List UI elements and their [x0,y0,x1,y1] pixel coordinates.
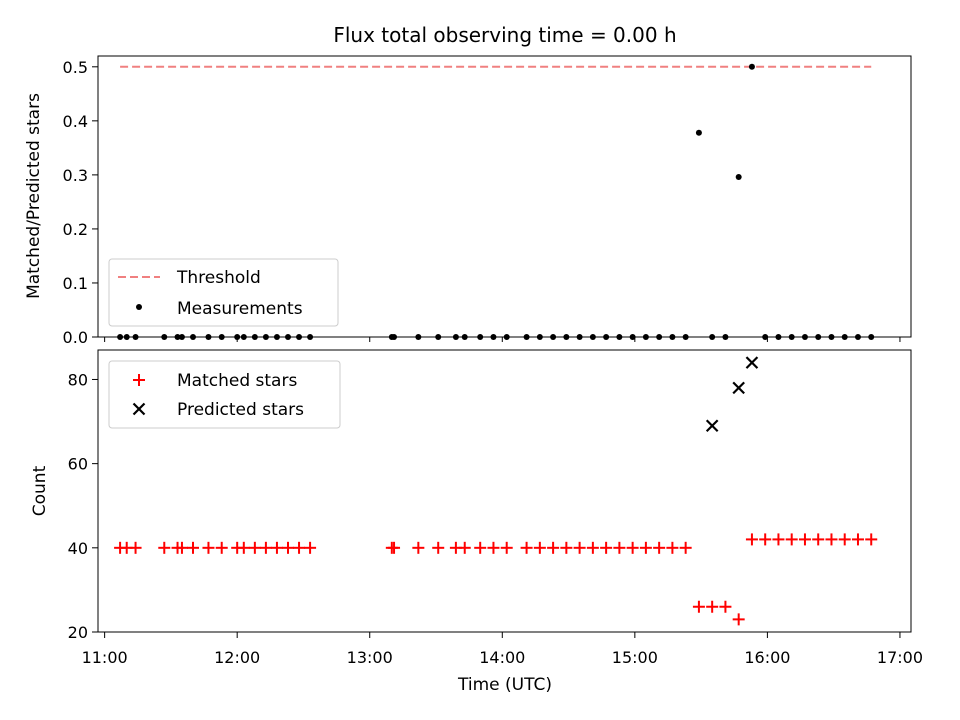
matched-star-point [520,541,533,554]
matched-star-point [500,541,513,554]
count-y-axis-label: Count [30,465,50,516]
matched-stars-legend-label: Matched stars [177,371,297,391]
count-legend-box [108,360,341,429]
measurement-point [695,129,702,136]
matched-star-point [851,533,864,546]
measurement-point [748,63,755,70]
measurement-point [735,174,742,181]
time-x-axis: 11:00 12:00 13:00 14:00 15:00 16:00 17:00 [82,632,923,667]
count-panel-frame [97,349,912,633]
matched-star-point [600,541,613,554]
matched-star-point [745,533,758,546]
matched-star-point [626,541,639,554]
measurement-points [117,63,875,340]
matched-star-point [215,541,228,554]
matched-star-point [186,541,199,554]
ratio-legend: Threshold Measurements [108,258,339,327]
measurements-legend-swatch [136,304,142,310]
matched-star-point [653,541,666,554]
count-y-tick-label: 80 [68,370,88,389]
ratio-y-tick-label: 0.1 [63,274,88,293]
ratio-y-tick-label: 0.0 [63,328,88,347]
predicted-stars-legend-swatch [132,402,146,416]
matched-star-point [248,541,261,554]
count-y-tick-label: 60 [68,455,88,474]
matched-star-point [759,533,772,546]
matched-star-point [666,541,679,554]
matched-star-point [175,541,188,554]
predicted-stars-legend-label: Predicted stars [177,400,304,420]
matched-star-point [732,613,745,626]
time-x-tick-label: 15:00 [612,648,658,667]
predicted-star-point [745,356,759,369]
matched-star-point [719,600,732,613]
matched-star-point [388,541,401,554]
ratio-y-axis: 0.0 0.1 0.2 0.3 0.4 0.5 [63,58,98,347]
ratio-y-tick-label: 0.5 [63,58,88,77]
matched-star-point [293,541,306,554]
time-x-tick-label: 13:00 [347,648,393,667]
chart-title: Flux total observing time = 0.00 h [333,23,676,47]
count-y-tick-label: 40 [68,539,88,558]
matched-star-point [412,541,425,554]
matched-star-point [158,541,171,554]
matched-star-point [237,541,250,554]
time-x-tick-label: 17:00 [877,648,923,667]
ratio-panel-frame [97,55,912,338]
predicted-star-point [705,419,719,433]
matched-star-point [129,541,142,554]
matched-star-point [838,533,851,546]
ratio-panel: 0.0 0.1 0.2 0.3 0.4 0.5 Matched/Predicted sta… [24,55,912,347]
ratio-y-axis-label: Matched/Predicted stars [24,93,44,299]
matched-star-point [706,600,719,613]
count-y-tick-label: 20 [68,623,88,642]
matched-star-point [560,541,573,554]
time-x-tick-label: 11:00 [82,648,128,667]
matched-star-point [825,533,838,546]
ratio-legend-box [108,258,339,327]
predicted-stars-legend-marker [132,402,146,416]
matched-star-point [281,541,294,554]
matched-star-point [487,541,500,554]
predicted-star-point [732,381,745,395]
matched-stars-legend-swatch [133,374,145,386]
time-x-axis-label: Time (UTC) [457,675,552,695]
matched-stars-points [114,533,878,626]
matched-star-point [573,541,586,554]
matched-star-point [533,541,546,554]
measurements-legend-label: Measurements [177,299,303,319]
predicted-stars-points [705,356,759,433]
matched-star-point [679,541,692,554]
matched-star-point [798,533,811,546]
matched-star-point [202,541,215,554]
count-legend: Matched stars Predicted stars [108,360,341,429]
matched-star-point [259,541,272,554]
matched-star-point [865,533,878,546]
count-y-axis: 20 40 60 80 [68,370,98,642]
matched-star-point [785,533,798,546]
matched-star-point [613,541,626,554]
time-x-tick-label: 16:00 [744,648,790,667]
threshold-legend-label: Threshold [176,268,261,288]
matched-star-point [474,541,487,554]
matched-star-point [270,541,283,554]
matched-star-point [692,600,705,613]
matched-star-point [812,533,825,546]
matched-star-point [639,541,652,554]
matched-star-point [547,541,560,554]
ratio-y-tick-label: 0.4 [63,112,88,131]
ratio-y-tick-label: 0.2 [63,220,88,239]
time-x-tick-label: 12:00 [214,648,260,667]
matched-star-point [772,533,785,546]
matched-star-point [458,541,471,554]
matched-star-point [304,541,317,554]
matched-star-point [432,541,445,554]
time-x-tick-label: 14:00 [479,648,525,667]
matched-star-point [586,541,599,554]
ratio-y-tick-label: 0.3 [63,166,88,185]
matched-stars-legend-marker [133,374,145,386]
